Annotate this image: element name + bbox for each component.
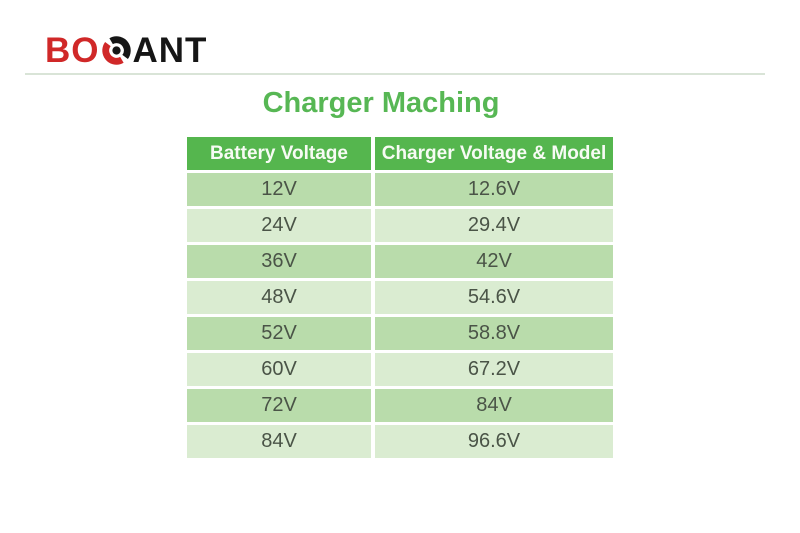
battery-voltage-cell: 52V	[187, 317, 371, 350]
column-header-charger-voltage-model: Charger Voltage & Model	[375, 137, 613, 170]
charger-voltage-cell: 58.8V	[375, 317, 613, 350]
battery-voltage-cell: 84V	[187, 425, 371, 458]
logo-text-ant: ANT	[132, 31, 208, 70]
header-divider	[25, 73, 765, 75]
charger-voltage-cell: 42V	[375, 245, 613, 278]
charger-voltage-cell: 29.4V	[375, 209, 613, 242]
battery-voltage-cell: 60V	[187, 353, 371, 386]
charger-voltage-cell: 96.6V	[375, 425, 613, 458]
charger-voltage-cell: 84V	[375, 389, 613, 422]
battery-voltage-cell: 36V	[187, 245, 371, 278]
booant-logo: BO ANT	[45, 33, 207, 68]
battery-voltage-cell: 48V	[187, 281, 371, 314]
battery-voltage-cell: 12V	[187, 173, 371, 206]
charger-voltage-cell: 67.2V	[375, 353, 613, 386]
logo-text-bo: BO	[45, 31, 100, 70]
battery-voltage-cell: 72V	[187, 389, 371, 422]
target-icon	[101, 35, 132, 66]
column-header-battery-voltage: Battery Voltage	[187, 137, 371, 170]
charger-matching-table: Battery Voltage Charger Voltage & Model …	[187, 137, 613, 458]
charger-voltage-cell: 12.6V	[375, 173, 613, 206]
battery-voltage-cell: 24V	[187, 209, 371, 242]
charger-voltage-cell: 54.6V	[375, 281, 613, 314]
page-title: Charger Maching	[262, 87, 500, 119]
